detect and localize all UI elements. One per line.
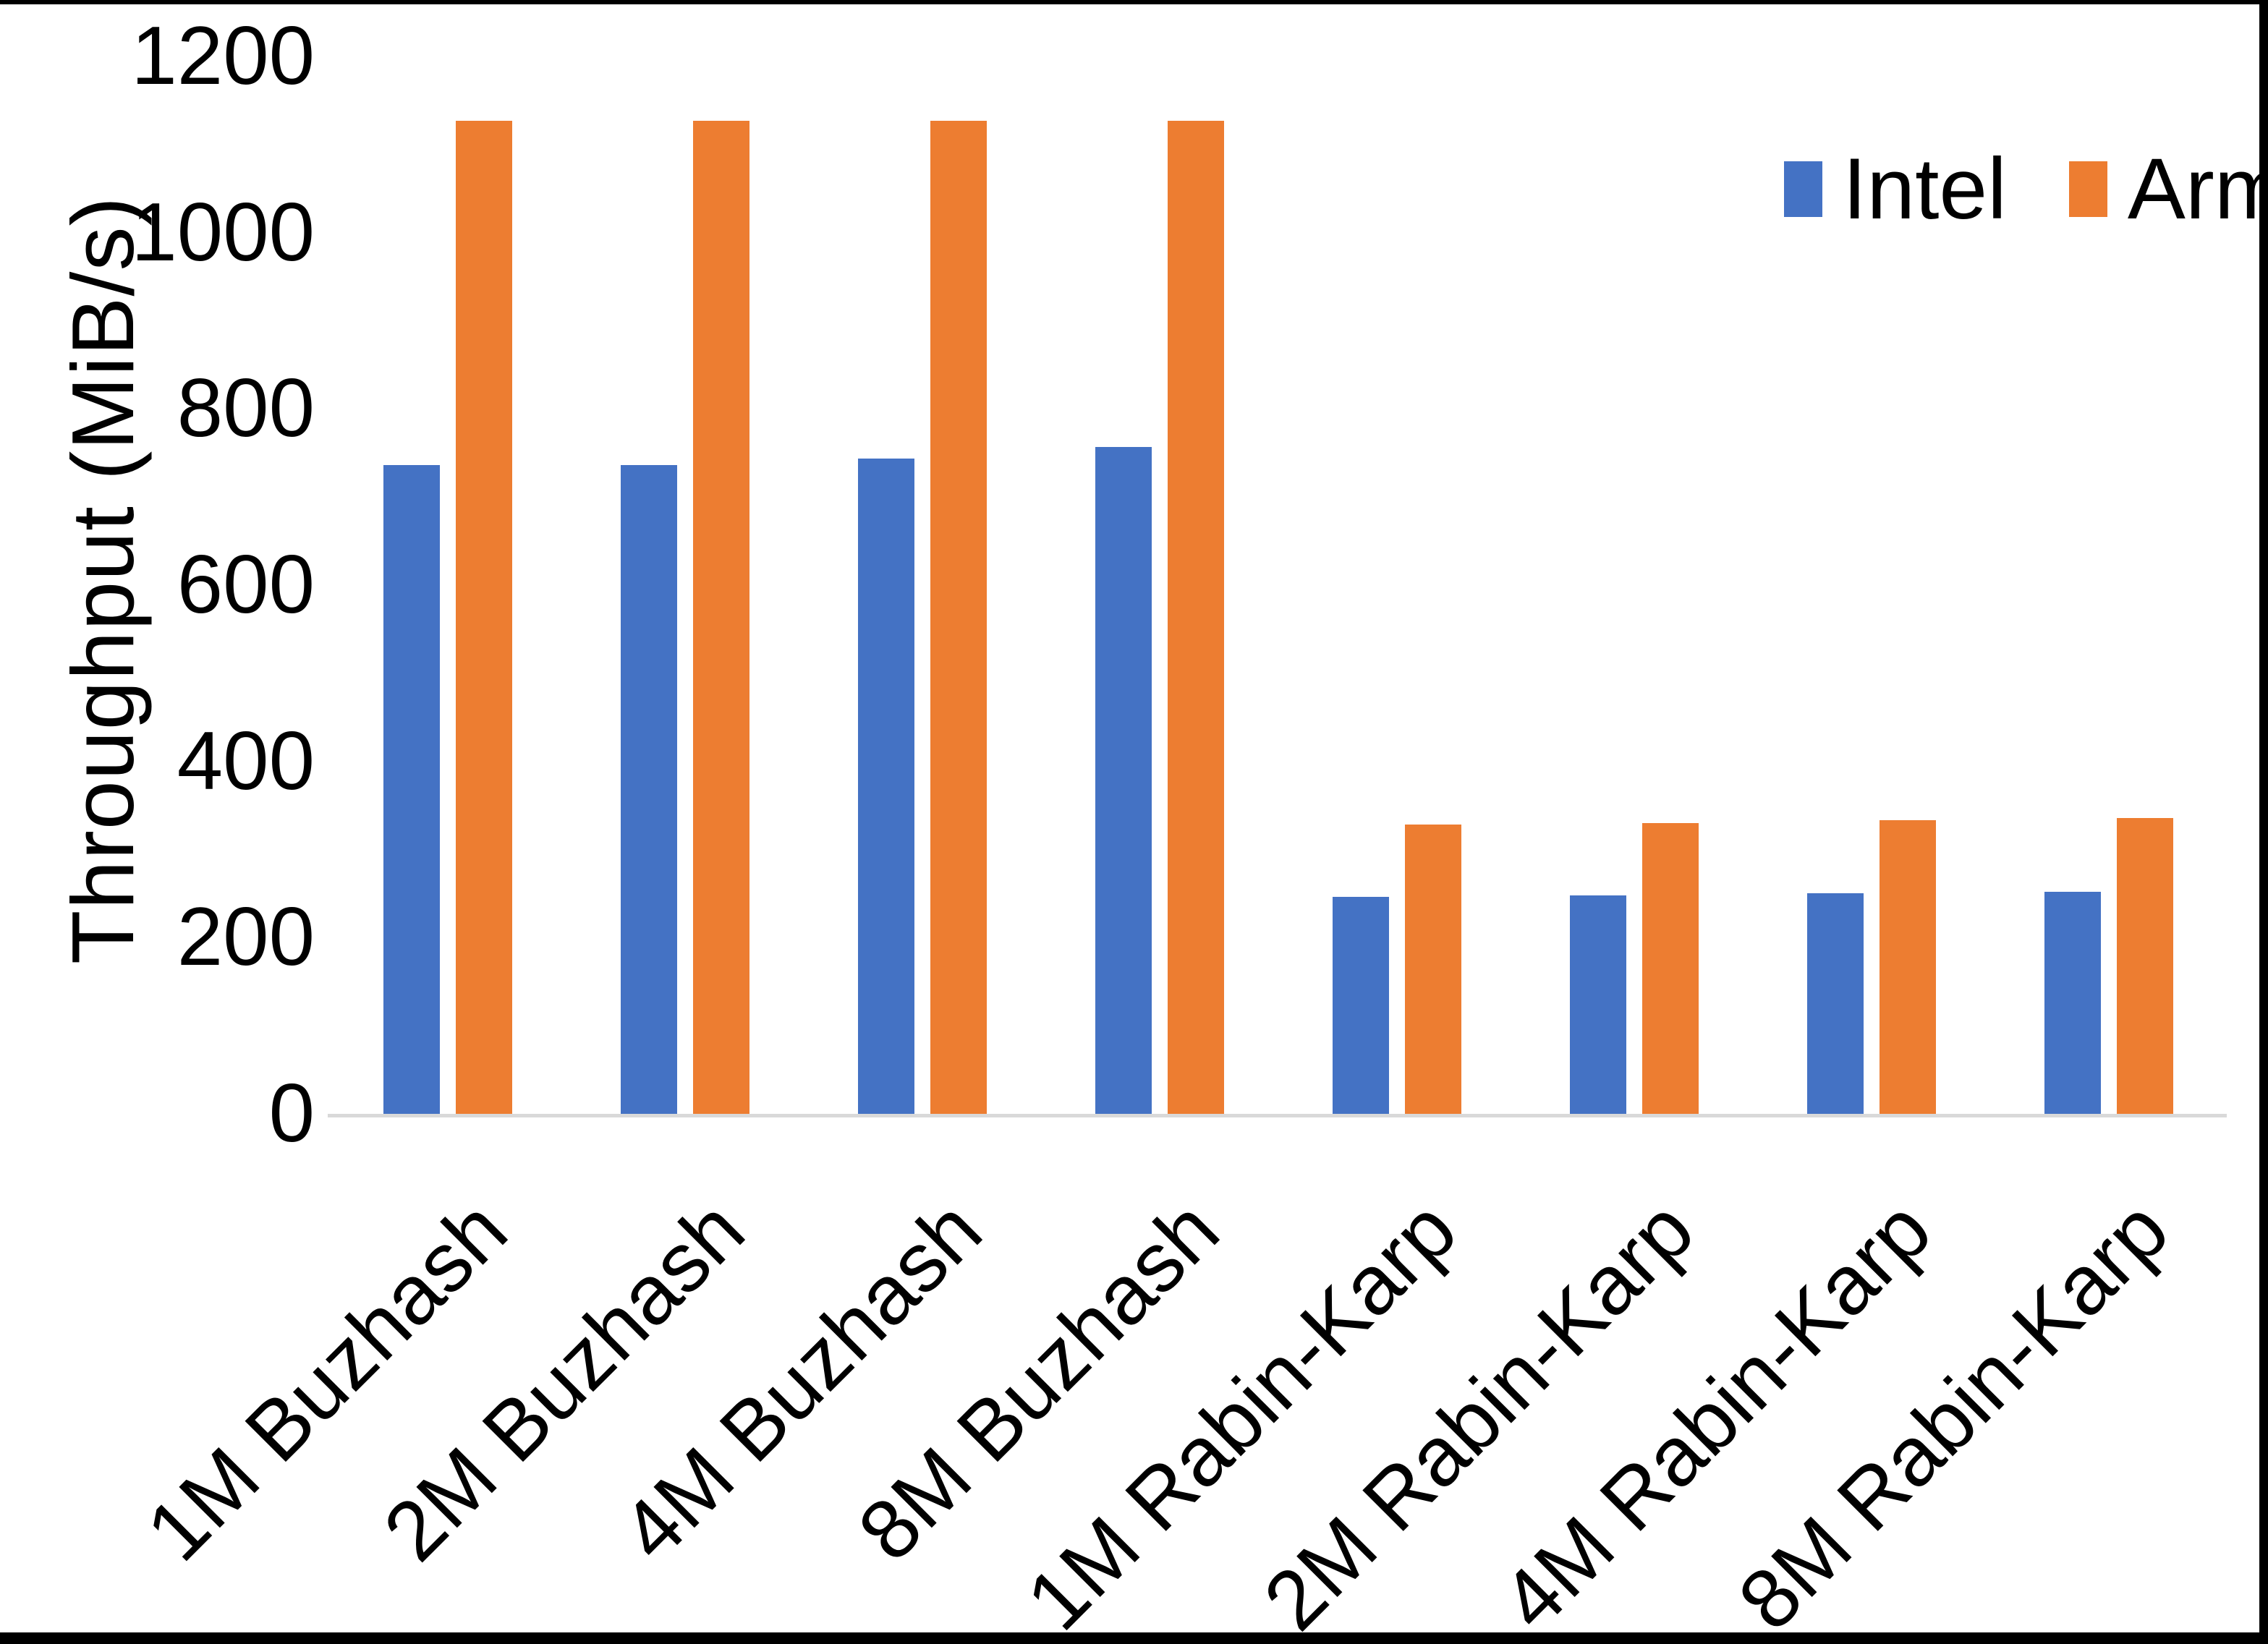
page-border-bottom [0, 1632, 2268, 1644]
bar-intel-1 [383, 465, 440, 1114]
legend-swatch-intel [1784, 161, 1822, 217]
bar-arm-8 [2117, 818, 2173, 1114]
bar-intel-6 [1570, 895, 1626, 1114]
legend-item-intel: Intel [1784, 142, 2007, 236]
bar-arm-1 [456, 121, 512, 1114]
bar-intel-3 [858, 459, 914, 1114]
page-border-top [0, 0, 2268, 4]
y-tick-label: 0 [268, 1068, 315, 1159]
bar-arm-2 [693, 121, 749, 1114]
legend: Intel Arm [1784, 142, 2268, 236]
legend-label-intel: Intel [1843, 140, 2007, 237]
y-tick-label: 1000 [131, 186, 315, 278]
y-tick-label: 600 [177, 539, 315, 631]
bar-intel-8 [2044, 892, 2101, 1114]
bar-arm-7 [1880, 820, 1936, 1114]
bar-intel-5 [1333, 897, 1389, 1114]
legend-item-arm: Arm [2068, 140, 2268, 237]
y-tick-label: 1200 [131, 10, 315, 102]
bar-arm-5 [1405, 825, 1461, 1114]
bar-intel-7 [1807, 893, 1864, 1114]
x-axis-label: 1M Rabin-Karp [1008, 1182, 1474, 1644]
y-tick-label: 400 [177, 715, 315, 807]
bar-intel-2 [621, 465, 677, 1114]
bar-arm-3 [930, 121, 987, 1114]
bar-intel-4 [1095, 447, 1152, 1114]
x-axis-label: 2M Rabin-Karp [1245, 1182, 1712, 1644]
x-axis-label: 4M Rabin-Karp [1482, 1182, 1949, 1644]
x-axis-label: 8M Rabin-Karp [1720, 1182, 2186, 1644]
bar-arm-6 [1642, 823, 1699, 1114]
y-tick-label: 200 [177, 891, 315, 984]
page-border-right [2259, 0, 2268, 1644]
legend-swatch-arm [2068, 161, 2107, 217]
x-axis-line [328, 1114, 2227, 1117]
legend-label-arm: Arm [2127, 140, 2268, 237]
y-tick-label: 800 [177, 362, 315, 455]
bar-arm-4 [1168, 121, 1224, 1114]
